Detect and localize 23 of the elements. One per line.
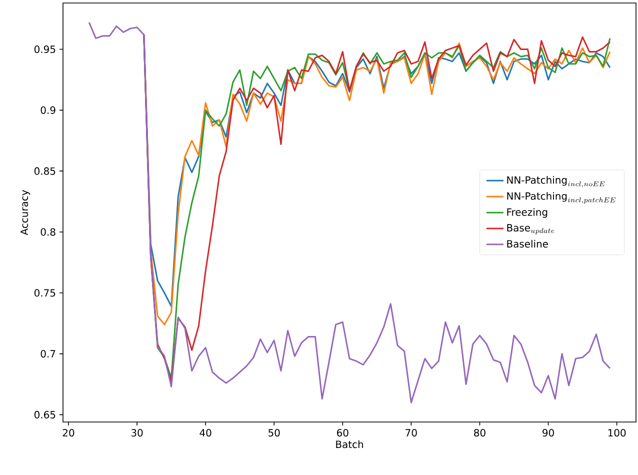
x-tick-label: 60 [337, 428, 348, 437]
x-tick-label: 90 [542, 428, 554, 437]
x-axis-title: Batch [336, 440, 363, 448]
x-tick-label: 80 [474, 428, 486, 437]
x-tick-label: 50 [268, 428, 280, 437]
legend-label: $\textrm{NN-Patching}_{incl, patchEE}$ [507, 192, 616, 204]
legend-label: Freezing [507, 208, 548, 218]
y-axis-title: Accuracy [20, 190, 30, 236]
y-tick-label: 0.65 [34, 410, 56, 418]
x-tick-label: 70 [406, 428, 417, 437]
legend-label: Baseline [507, 240, 548, 248]
x-tick-label: 100 [608, 428, 626, 437]
y-tick-label: 0.75 [34, 289, 56, 297]
x-tick-label: 40 [200, 428, 212, 437]
y-tick-label: 0.7 [40, 350, 56, 358]
y-tick-label: 0.9 [40, 106, 56, 114]
legend-label: $\textrm{NN-Patching}_{incl, noEE}$ [507, 176, 605, 188]
y-tick-label: 0.85 [34, 167, 56, 175]
x-tick-label: 30 [131, 428, 143, 437]
y-tick-label: 0.95 [34, 46, 56, 54]
legend-label: $\textrm{Base}_{update}$ [507, 224, 554, 234]
x-tick-label: 20 [62, 428, 74, 437]
y-tick-label: 0.8 [40, 228, 56, 236]
